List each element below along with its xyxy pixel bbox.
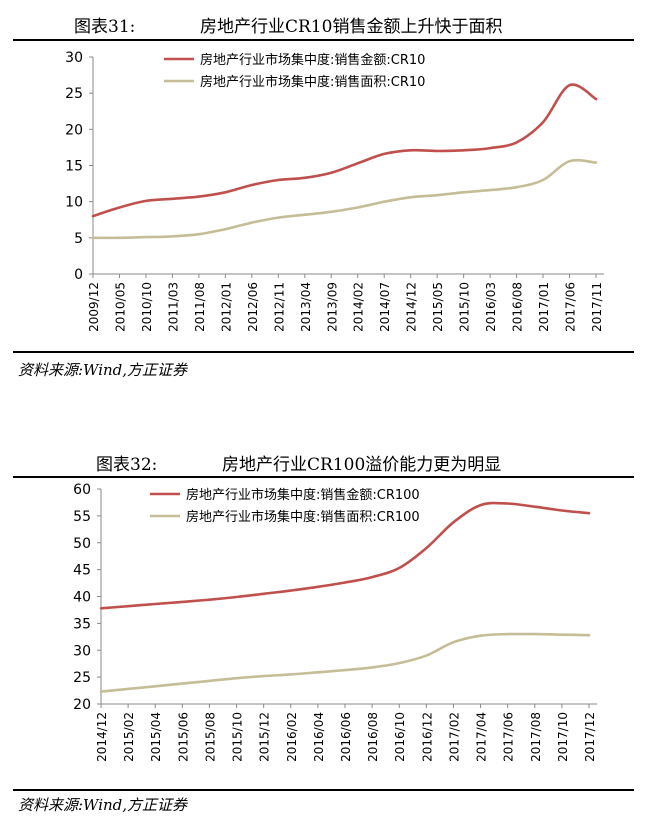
- y-tick-label: 45: [73, 563, 91, 579]
- legend-label: 房地产行业市场集中度:销售面积:CR10: [200, 74, 425, 90]
- y-tick-label: 35: [73, 616, 91, 632]
- series-line-1: [99, 501, 591, 610]
- x-tick-label: 2010/05: [113, 282, 127, 332]
- figure-label: 图表32:: [96, 455, 158, 475]
- x-tick-label: 2013/04: [299, 282, 313, 332]
- y-tick-label: 20: [65, 122, 83, 138]
- x-tick-label: 2012/01: [219, 282, 233, 332]
- x-tick-label: 2017/08: [529, 712, 543, 762]
- chart-31: 0 5 10 15 20 25 30 2009/12 2010/05 2010/10 2011/03…: [65, 50, 604, 332]
- source-note: 资料来源:Wind,方正证券: [18, 796, 188, 814]
- bottom-rule: [13, 351, 634, 353]
- x-tick-label: 2017/06: [502, 712, 516, 762]
- series-line-2: [99, 632, 591, 693]
- x-tick-label: 2016/02: [285, 712, 299, 762]
- x-tick-label: 2012/06: [246, 282, 260, 332]
- x-tick-label: 2016/04: [312, 712, 326, 762]
- x-tick-label: 2015/05: [431, 282, 445, 332]
- y-tick-label: 40: [73, 590, 91, 606]
- y-tick-label: 5: [74, 231, 83, 247]
- top-rule: [13, 39, 634, 41]
- chart-title: 房地产行业CR10销售金额上升快于面积: [200, 17, 503, 37]
- x-tick-label: 2011/03: [166, 282, 180, 332]
- x-tick-label: 2015/10: [231, 712, 245, 762]
- chart-title: 房地产行业CR100溢价能力更为明显: [222, 455, 502, 475]
- x-tick-label: 2017/12: [583, 712, 597, 762]
- x-tick-label: 2017/10: [556, 712, 570, 762]
- x-tick-label: 2013/09: [325, 282, 339, 332]
- x-tick-label: 2012/11: [272, 282, 286, 332]
- x-tick-label: 2014/12: [95, 712, 109, 762]
- x-tick-label: 2014/02: [352, 282, 366, 332]
- legend-label: 房地产行业市场集中度:销售面积:CR100: [186, 509, 420, 525]
- legend-label: 房地产行业市场集中度:销售金额:CR10: [200, 52, 425, 68]
- source-note: 资料来源:Wind,方正证券: [18, 361, 188, 379]
- x-tick-label: 2016/03: [484, 282, 498, 332]
- chart-32: 20 25 30 35 40 45 50 55 60 2014/12 2015/02 2015/04 2…: [73, 482, 598, 762]
- series-line-2: [91, 158, 598, 240]
- legend-label: 房地产行业市场集中度:销售金额:CR100: [186, 487, 420, 503]
- x-tick-label: 2011/08: [193, 282, 207, 332]
- x-tick-label: 2017/06: [564, 282, 578, 332]
- y-tick-label: 30: [73, 643, 91, 659]
- x-tick-label: 2016/06: [339, 712, 353, 762]
- y-tick-label: 30: [65, 50, 83, 66]
- y-tick-label: 10: [65, 195, 83, 211]
- x-tick-label: 2010/10: [140, 282, 154, 332]
- x-tick-label: 2017/01: [537, 282, 551, 332]
- x-tick-label: 2015/08: [203, 712, 217, 762]
- x-tick-label: 2016/08: [366, 712, 380, 762]
- x-tick-label: 2014/07: [378, 282, 392, 332]
- y-tick-label: 25: [73, 670, 91, 686]
- bottom-rule: [13, 789, 634, 791]
- x-tick-label: 2014/12: [405, 282, 419, 332]
- x-tick-label: 2016/12: [420, 712, 434, 762]
- y-tick-label: 0: [74, 267, 83, 283]
- x-tick-label: 2015/04: [149, 712, 163, 762]
- figure-label: 图表31:: [74, 17, 136, 37]
- x-tick-label: 2015/10: [458, 282, 472, 332]
- x-tick-label: 2015/02: [122, 712, 136, 762]
- y-tick-label: 20: [73, 697, 91, 713]
- y-tick-label: 25: [65, 86, 83, 102]
- y-tick-label: 55: [73, 509, 91, 525]
- series-line-1: [91, 83, 598, 218]
- y-tick-label: 60: [73, 482, 91, 498]
- x-tick-label: 2017/11: [590, 282, 604, 332]
- x-tick-label: 2017/02: [447, 712, 461, 762]
- x-tick-label: 2017/04: [475, 712, 489, 762]
- x-tick-label: 2015/06: [176, 712, 190, 762]
- x-tick-label: 2009/12: [87, 282, 101, 332]
- x-tick-label: 2016/10: [393, 712, 407, 762]
- x-tick-label: 2016/08: [511, 282, 525, 332]
- y-tick-label: 50: [73, 536, 91, 552]
- top-rule: [13, 476, 634, 478]
- y-tick-label: 15: [65, 159, 83, 175]
- x-tick-label: 2015/12: [258, 712, 272, 762]
